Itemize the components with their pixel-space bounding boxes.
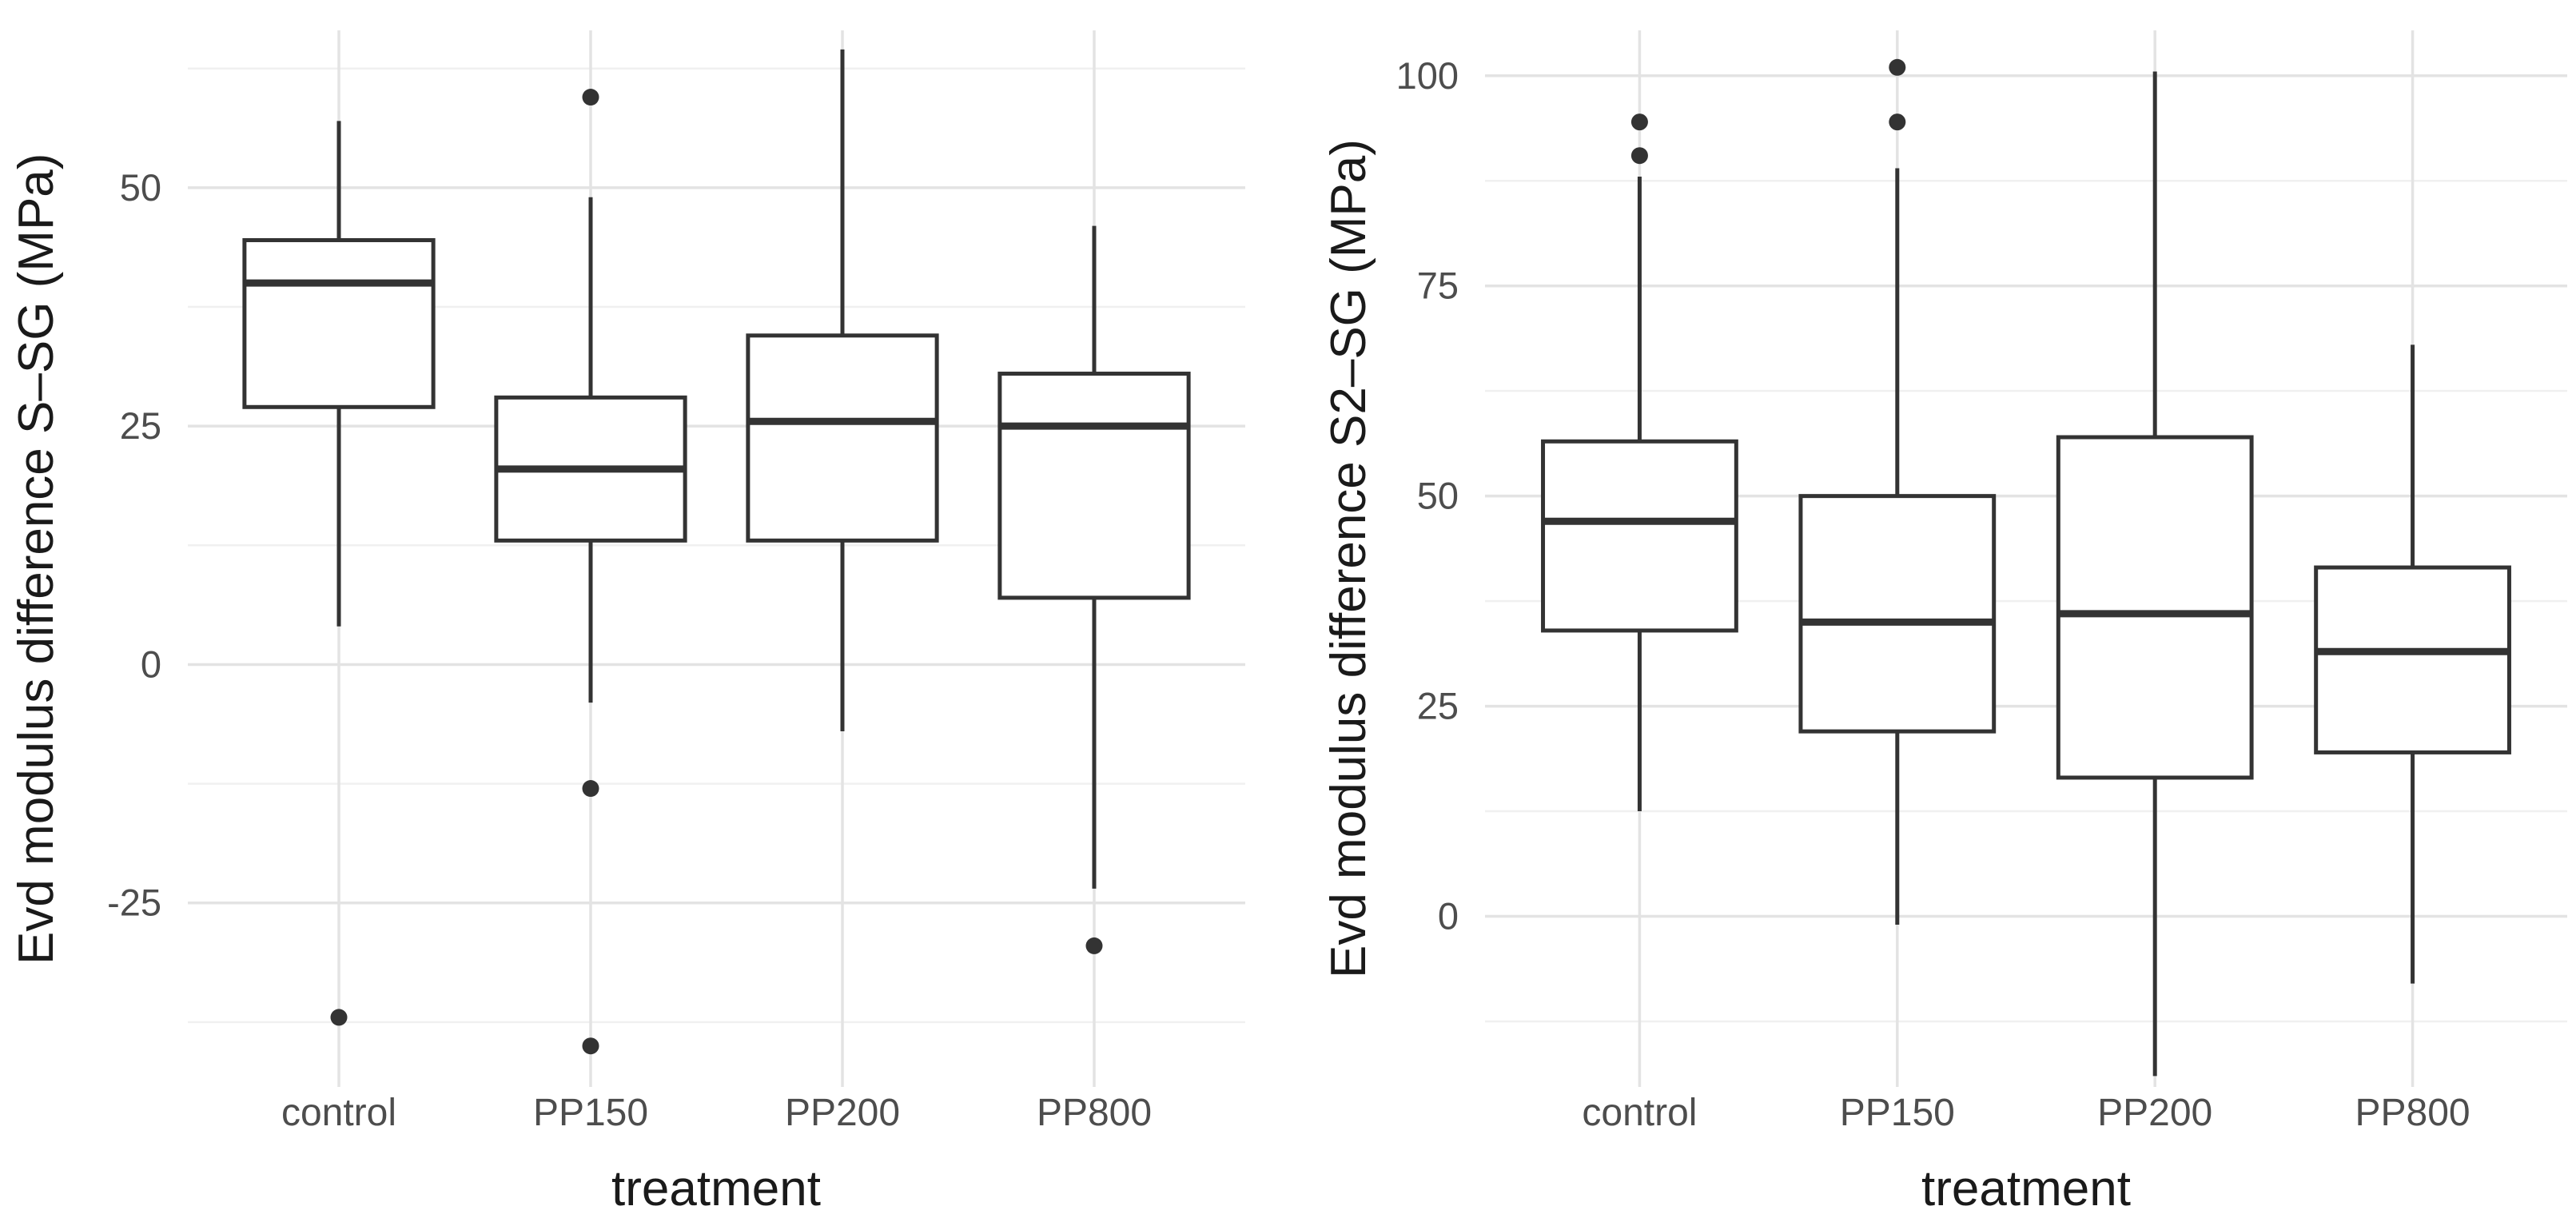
boxplot-PP800 (997, 225, 1191, 954)
x-axis-title-right: treatment (1921, 1161, 2131, 1216)
box-rect (242, 237, 436, 409)
x-category-label: PP200 (2097, 1092, 2212, 1134)
y-tick-label: 75 (1417, 265, 1459, 307)
boxplot-control (1541, 113, 1738, 812)
y-tick-label: 50 (120, 166, 161, 209)
x-category-label: PP800 (1037, 1092, 1152, 1134)
panel-right: 0 25 50 75 100 control PP150 PP200 PP800 (1396, 30, 2567, 1134)
outlier-point (582, 89, 599, 106)
boxplot-control (242, 121, 436, 1026)
box-rect (2056, 435, 2254, 780)
box-rect (1541, 439, 1738, 633)
box-rect (997, 372, 1191, 600)
x-category-label: PP800 (2355, 1092, 2470, 1134)
box-rect (2314, 565, 2511, 754)
y-tick-label: 25 (120, 404, 161, 447)
outlier-point (582, 1037, 599, 1055)
y-tick-label: -25 (107, 882, 161, 924)
box-rect (746, 333, 939, 543)
x-axis-title-left: treatment (611, 1161, 821, 1216)
panel-left: -25 0 25 50 control PP150 PP200 PP800 (107, 30, 1245, 1134)
outlier-point (582, 780, 599, 798)
boxplot-PP150 (494, 89, 687, 1055)
y-tick-label: 100 (1396, 54, 1459, 97)
boxplot-PP150 (1798, 58, 1997, 925)
y-axis-title-right: Evd modulus difference S2–SG (MPa) (1321, 139, 1376, 978)
outlier-point (1085, 937, 1103, 954)
box-rect (1798, 494, 1997, 734)
y-tick-label: 50 (1417, 475, 1459, 517)
y-tick-label: 25 (1417, 685, 1459, 727)
outlier-point (330, 1009, 348, 1026)
outlier-point (1630, 147, 1648, 165)
y-axis-title-left: Evd modulus difference S–SG (MPa) (9, 153, 64, 965)
y-tick-label: 0 (1438, 895, 1459, 937)
outlier-point (1630, 113, 1648, 131)
y-tick-label: 0 (141, 643, 161, 685)
x-category-label: PP150 (533, 1092, 648, 1134)
x-category-label: control (281, 1092, 396, 1134)
boxplot-PP200 (2056, 71, 2254, 1077)
outlier-point (1889, 58, 1906, 76)
boxplot-PP800 (2314, 344, 2511, 984)
outlier-point (1889, 113, 1906, 131)
boxplot-PP200 (746, 49, 939, 731)
x-category-label: PP150 (1840, 1092, 1955, 1134)
x-category-label: control (1582, 1092, 1697, 1134)
x-category-label: PP200 (785, 1092, 900, 1134)
